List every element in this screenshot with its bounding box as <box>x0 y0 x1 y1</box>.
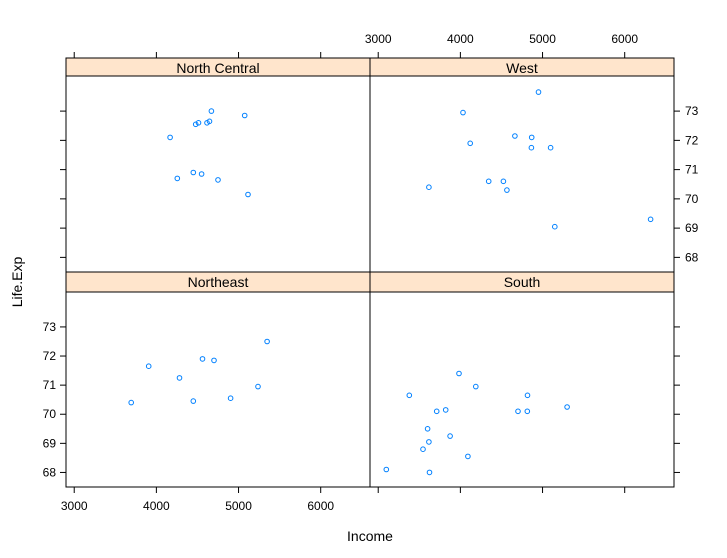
data-point <box>190 398 197 404</box>
data-point <box>406 392 413 399</box>
data-point <box>564 404 570 410</box>
y-tick-label-right: 70 <box>685 192 699 206</box>
data-point <box>433 408 440 415</box>
data-point <box>647 216 654 223</box>
panel-frame <box>65 291 371 488</box>
data-point <box>485 178 492 185</box>
y-tick-label-left: 68 <box>43 465 57 479</box>
y-tick-label-right: 72 <box>685 133 699 147</box>
x-tick-label-top: 3000 <box>365 32 392 46</box>
data-point <box>512 133 518 139</box>
data-point <box>264 338 270 345</box>
data-point <box>442 407 449 413</box>
x-tick-label-top: 6000 <box>611 32 638 46</box>
data-point <box>524 392 531 399</box>
data-point <box>500 178 507 185</box>
x-tick-label-top: 5000 <box>529 32 556 46</box>
data-point <box>227 395 234 402</box>
data-point <box>426 184 432 190</box>
y-tick-label-left: 69 <box>43 436 57 450</box>
y-tick-label-left: 73 <box>43 320 57 334</box>
data-point <box>535 89 542 95</box>
data-point <box>174 175 181 182</box>
data-point <box>215 177 221 183</box>
panel-strip-label: South <box>504 274 541 290</box>
data-point <box>524 408 531 415</box>
x-tick-label-bottom: 4000 <box>143 499 170 513</box>
data-point <box>145 363 152 370</box>
data-point <box>426 469 433 476</box>
x-tick-label-bottom: 6000 <box>307 499 334 513</box>
data-point <box>208 108 215 114</box>
data-point <box>167 134 173 141</box>
y-tick-label-right: 71 <box>685 163 699 177</box>
data-point <box>528 144 535 151</box>
y-tick-label-right: 69 <box>685 221 699 235</box>
data-point <box>515 408 521 415</box>
data-point <box>198 171 205 177</box>
data-point <box>447 433 453 439</box>
data-point <box>504 187 510 193</box>
data-point <box>211 357 217 364</box>
data-point <box>241 112 248 119</box>
data-point <box>424 426 431 432</box>
data-point <box>467 140 474 147</box>
y-tick-label-left: 71 <box>43 378 57 392</box>
x-tick-label-top: 4000 <box>447 32 474 46</box>
y-axis-title: Life.Exp <box>9 256 25 307</box>
data-point <box>128 399 134 406</box>
data-point <box>255 383 261 390</box>
data-point <box>552 223 558 230</box>
data-point <box>190 169 197 176</box>
x-tick-label-bottom: 3000 <box>61 499 88 513</box>
data-point <box>528 134 535 141</box>
data-point <box>245 191 251 198</box>
x-tick-label-bottom: 5000 <box>225 499 252 513</box>
y-tick-label-left: 70 <box>43 407 57 421</box>
data-point <box>206 118 213 125</box>
data-point <box>460 109 466 116</box>
data-point <box>465 453 471 460</box>
panel-frame <box>369 291 675 488</box>
data-point <box>199 356 206 362</box>
data-point <box>176 375 183 381</box>
data-point <box>383 466 390 473</box>
data-point <box>456 370 462 377</box>
panel-frame <box>65 75 371 273</box>
data-point <box>195 120 202 126</box>
y-tick-label-right: 68 <box>685 250 699 264</box>
data-point <box>473 383 479 390</box>
x-axis-title: Income <box>347 528 393 544</box>
data-point <box>547 144 554 151</box>
data-point <box>192 121 199 128</box>
panel-strip-label: West <box>506 60 538 76</box>
panel-frame <box>369 75 675 273</box>
y-tick-label-right: 73 <box>685 104 699 118</box>
data-point <box>426 439 432 445</box>
data-point <box>420 446 426 453</box>
panel-strip-label: North Central <box>176 60 259 76</box>
panel-strip-label: Northeast <box>188 274 249 290</box>
y-tick-label-left: 72 <box>43 349 57 363</box>
